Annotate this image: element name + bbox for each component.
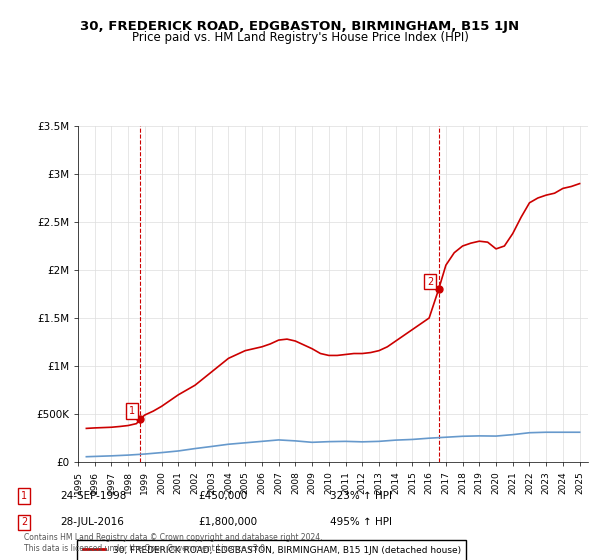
- Text: £1,800,000: £1,800,000: [198, 517, 257, 528]
- Text: 1: 1: [129, 406, 135, 416]
- Text: 28-JUL-2016: 28-JUL-2016: [60, 517, 124, 528]
- Text: 2: 2: [21, 517, 27, 528]
- Text: 2: 2: [427, 277, 433, 287]
- Text: 495% ↑ HPI: 495% ↑ HPI: [330, 517, 392, 528]
- Text: £450,000: £450,000: [198, 491, 247, 501]
- Text: 30, FREDERICK ROAD, EDGBASTON, BIRMINGHAM, B15 1JN: 30, FREDERICK ROAD, EDGBASTON, BIRMINGHA…: [80, 20, 520, 32]
- Text: Contains HM Land Registry data © Crown copyright and database right 2024.
This d: Contains HM Land Registry data © Crown c…: [24, 533, 323, 553]
- Legend: 30, FREDERICK ROAD, EDGBASTON, BIRMINGHAM, B15 1JN (detached house), HPI: Averag: 30, FREDERICK ROAD, EDGBASTON, BIRMINGHA…: [77, 540, 466, 560]
- Text: 24-SEP-1998: 24-SEP-1998: [60, 491, 127, 501]
- Text: 1: 1: [21, 491, 27, 501]
- Text: 323% ↑ HPI: 323% ↑ HPI: [330, 491, 392, 501]
- Text: Price paid vs. HM Land Registry's House Price Index (HPI): Price paid vs. HM Land Registry's House …: [131, 31, 469, 44]
